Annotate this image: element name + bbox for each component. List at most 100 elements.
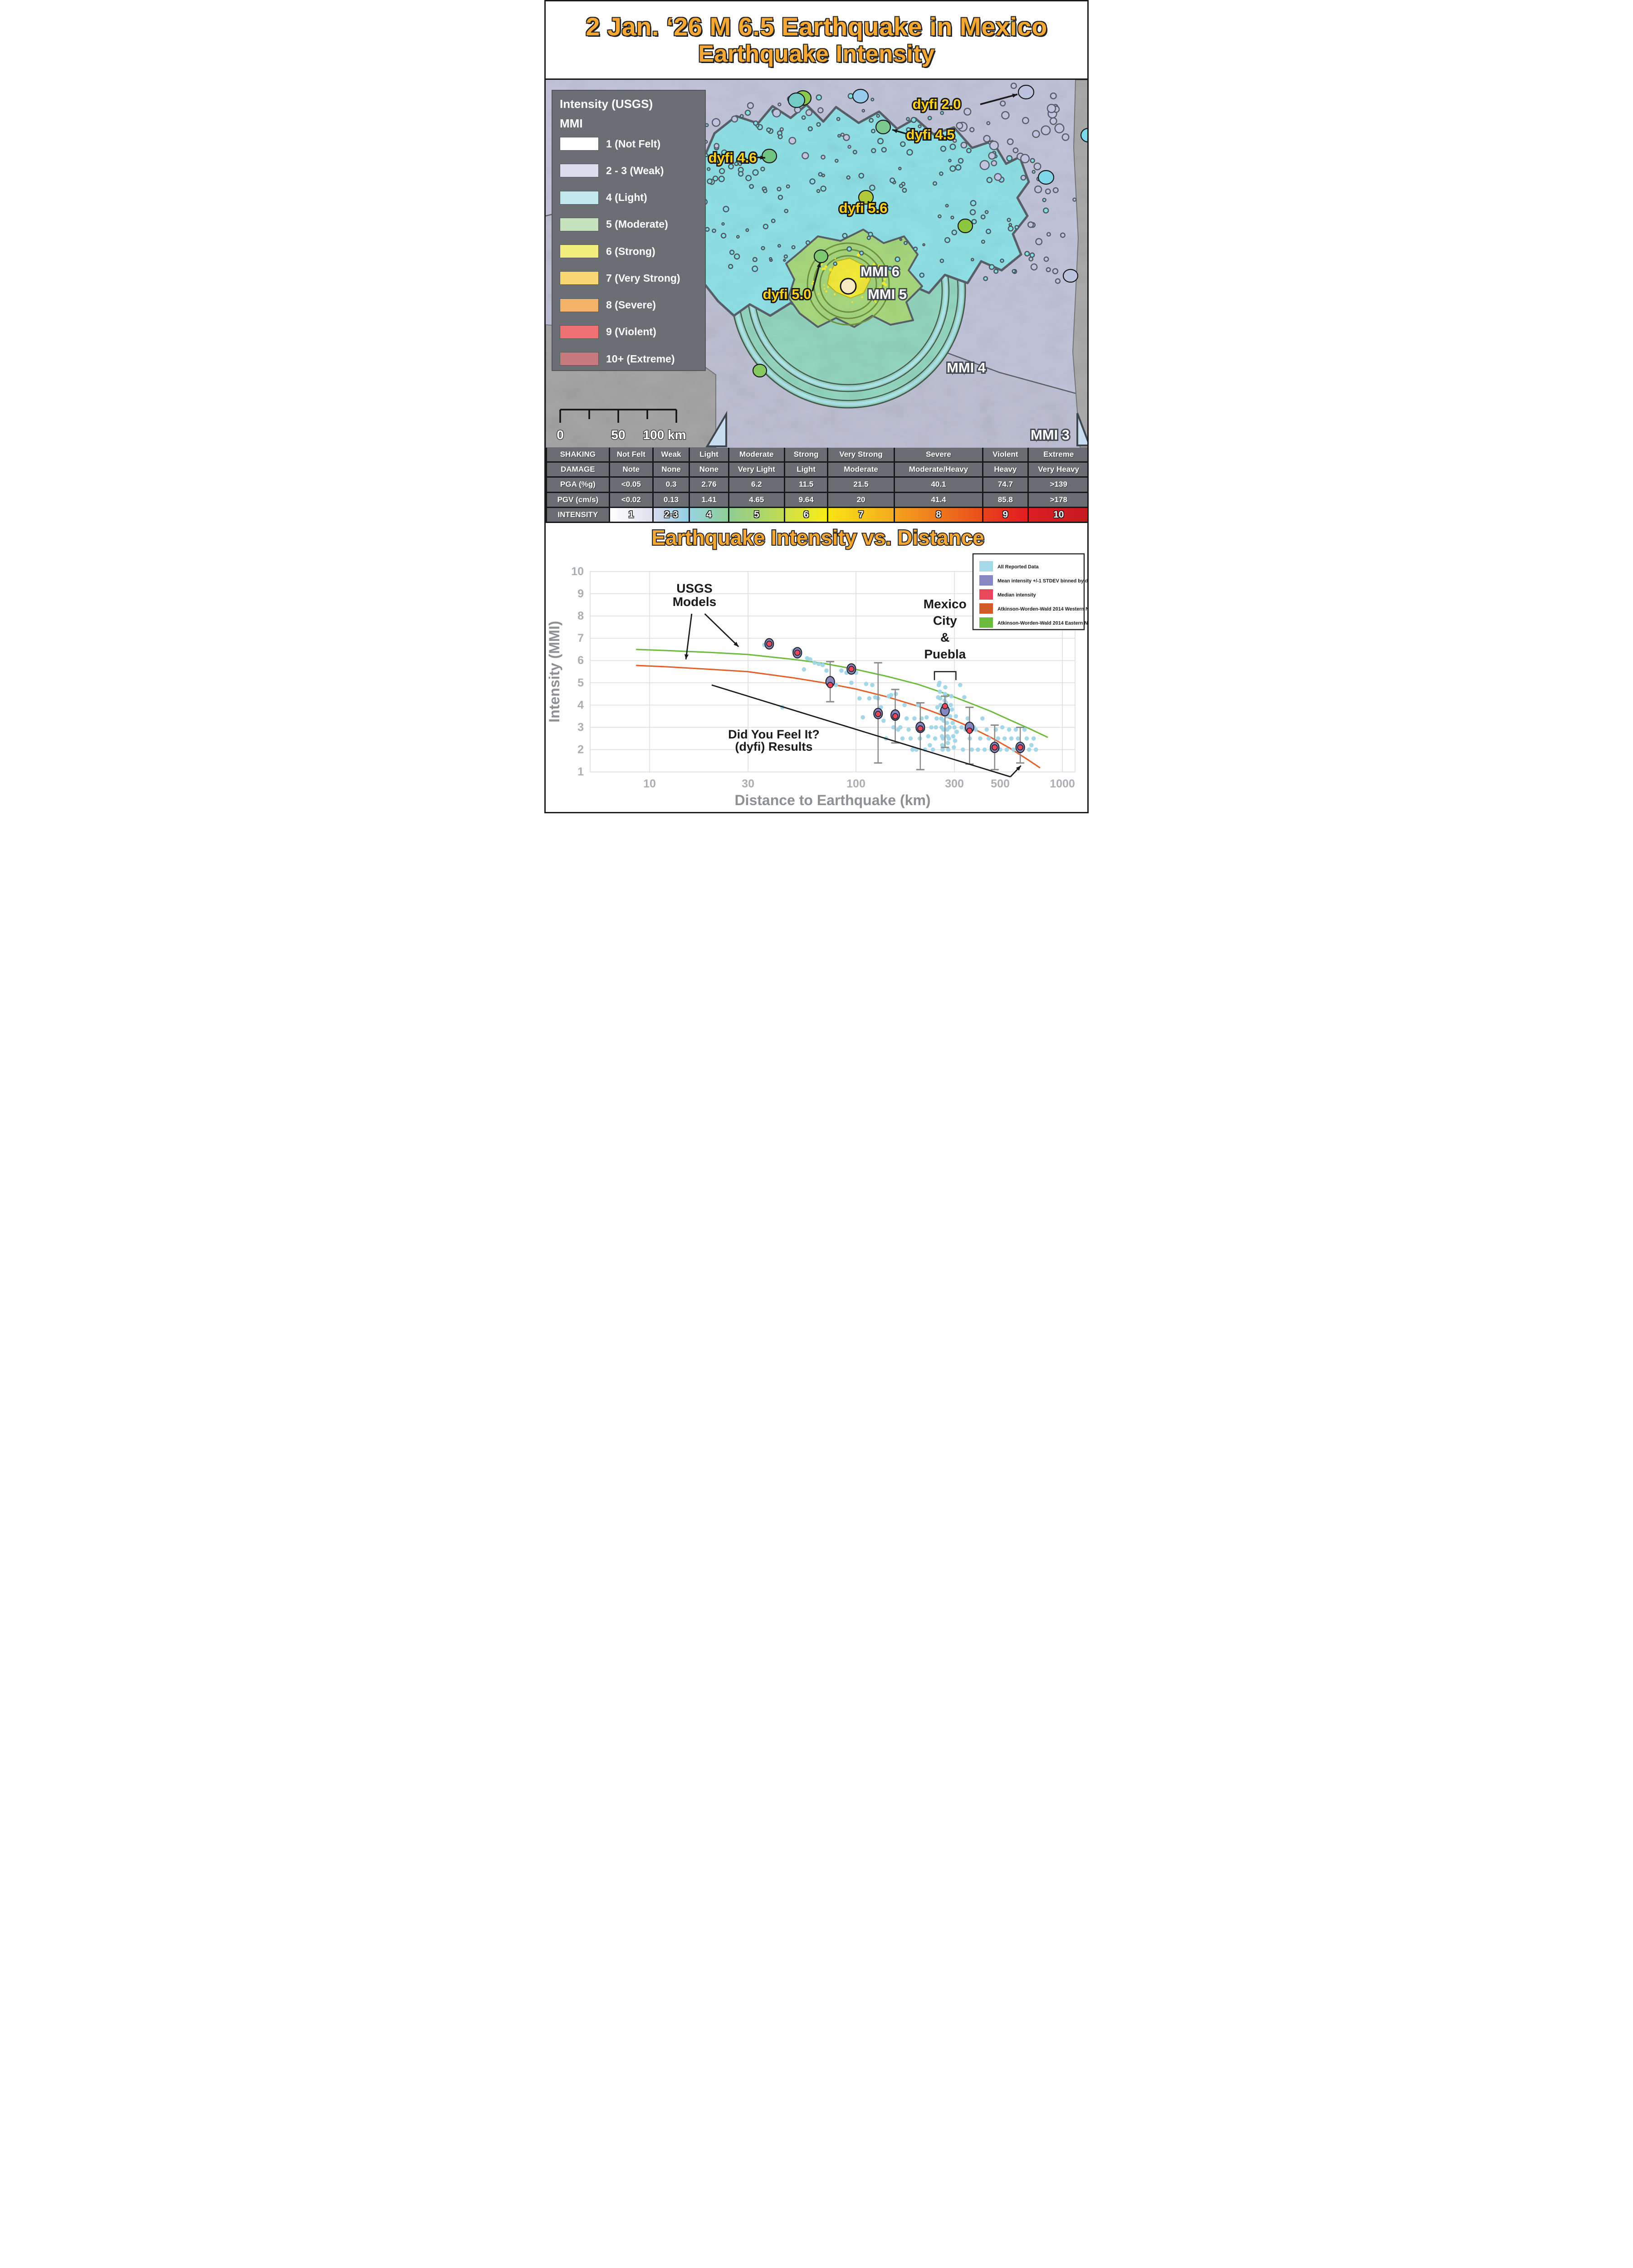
map-dot xyxy=(1046,267,1051,273)
y-axis-title: Intensity (MMI) xyxy=(546,621,562,723)
y-tick-label: 9 xyxy=(577,587,584,600)
map-dot xyxy=(883,289,885,291)
map-dot xyxy=(952,138,957,143)
map-canvas: dyfi 2.0 dyfi 4.5 dyfi 4.6 dyfi 5.6 dyfi 5.0… xyxy=(546,80,1087,448)
dyfi-station-marker xyxy=(787,92,806,108)
chart-legend-label: Atkinson-Worden-Wald 2014 Western NA xyxy=(997,606,1089,612)
chart-legend-swatch xyxy=(979,589,993,600)
map-dot xyxy=(1049,117,1057,125)
intensity-distance-chart: Earthquake Intensity vs. Distance 1 2 3 4 5 6… xyxy=(546,525,1089,808)
table-cell: 4.65 xyxy=(729,493,784,507)
map-dot xyxy=(1043,207,1049,214)
reported-data-point xyxy=(1016,736,1021,741)
dyfi-arrow-head xyxy=(816,262,821,268)
reported-data-point xyxy=(952,745,956,750)
map-dot xyxy=(777,103,782,107)
reported-data-point xyxy=(824,668,829,673)
map-dot xyxy=(938,214,942,219)
table-cell: 20 xyxy=(828,493,894,507)
median-intensity-marker xyxy=(766,640,772,647)
map-legend-item-label: 8 (Severe) xyxy=(606,299,656,311)
reported-data-point xyxy=(940,743,945,748)
intensity-scale-cell: 7 xyxy=(828,508,894,522)
map-dot xyxy=(940,111,944,115)
table-cell: 6.2 xyxy=(729,478,784,492)
map-dot xyxy=(863,277,865,279)
map-dot xyxy=(899,238,903,241)
map-legend-swatch xyxy=(560,164,599,178)
scale-bar-label: 100 km xyxy=(643,428,686,442)
reported-data-point xyxy=(870,683,875,687)
map-dot xyxy=(983,135,991,142)
epicenter-marker xyxy=(840,278,857,295)
table-cell: Very Strong xyxy=(828,448,894,462)
median-intensity-marker xyxy=(892,713,899,719)
map-dot xyxy=(712,176,719,181)
reported-data-point xyxy=(904,716,909,721)
map-legend-swatch xyxy=(560,137,599,151)
reported-data-point xyxy=(938,703,943,708)
map-dot xyxy=(963,108,972,116)
x-tick-label: 10 xyxy=(643,777,656,790)
reported-data-point xyxy=(954,729,959,734)
reported-data-point xyxy=(1009,736,1014,741)
reported-data-point xyxy=(891,725,896,730)
map-dot xyxy=(753,120,758,126)
reported-data-point xyxy=(978,736,983,741)
chart-legend-label: Atkinson-Worden-Wald 2014 Eastern NA xyxy=(997,621,1089,626)
map-dot xyxy=(870,98,875,102)
map-dot xyxy=(986,177,993,183)
map-legend-swatch xyxy=(560,217,599,231)
map-dot xyxy=(889,177,895,183)
reported-data-point xyxy=(889,693,894,698)
map-dot xyxy=(729,249,735,255)
reported-data-point xyxy=(987,736,991,741)
map-dot xyxy=(738,171,744,177)
table-cell: Very Heavy xyxy=(1028,463,1087,477)
map-dot xyxy=(817,107,824,113)
map-dot xyxy=(875,302,877,303)
median-intensity-marker xyxy=(991,744,998,751)
reported-data-point xyxy=(941,727,946,732)
reported-data-point xyxy=(946,747,951,752)
map-dot xyxy=(848,260,850,262)
map-dot xyxy=(870,128,876,133)
table-cell: 2.76 xyxy=(690,478,728,492)
map-dot xyxy=(788,137,797,145)
map-dot xyxy=(752,257,758,262)
y-tick-label: 2 xyxy=(577,743,584,756)
map-dot xyxy=(940,146,947,152)
map-dot xyxy=(877,138,884,145)
map-dot xyxy=(878,264,881,267)
map-dot xyxy=(949,143,956,150)
table-cell: Weak xyxy=(653,448,689,462)
map-dot xyxy=(749,184,754,189)
map-dot xyxy=(745,175,752,181)
x-tick-label: 300 xyxy=(945,777,964,790)
map-dot xyxy=(852,150,857,155)
intensity-map: dyfi 2.0 dyfi 4.5 dyfi 4.6 dyfi 5.6 dyfi 5.0… xyxy=(546,78,1087,448)
map-dot xyxy=(991,160,997,166)
intensity-scale-cell: 1 xyxy=(610,508,652,522)
map-legend-item: 4 (Light) xyxy=(560,191,698,205)
map-dot xyxy=(827,286,829,288)
dyfi-arrow-head xyxy=(760,155,765,160)
map-dot xyxy=(723,205,729,213)
map-legend-item: 8 (Severe) xyxy=(560,298,698,312)
map-dot xyxy=(825,290,827,293)
dyfi-results-label: Did You Feel It? xyxy=(728,728,820,741)
median-intensity-marker xyxy=(1017,744,1024,751)
reported-data-point xyxy=(834,683,838,687)
intensity-scale-cell: 10 xyxy=(1028,508,1087,522)
table-cell: <0.02 xyxy=(610,493,652,507)
map-dot xyxy=(882,281,885,285)
map-dot xyxy=(833,261,838,266)
reported-data-point xyxy=(1004,747,1009,752)
map-dot xyxy=(919,272,925,278)
table-row-header: INTENSITY xyxy=(547,508,609,522)
chart-legend-swatch xyxy=(979,561,993,572)
map-dot xyxy=(779,127,784,132)
reported-data-point xyxy=(962,695,967,699)
table-cell: 11.5 xyxy=(785,478,827,492)
map-dot xyxy=(783,259,786,262)
